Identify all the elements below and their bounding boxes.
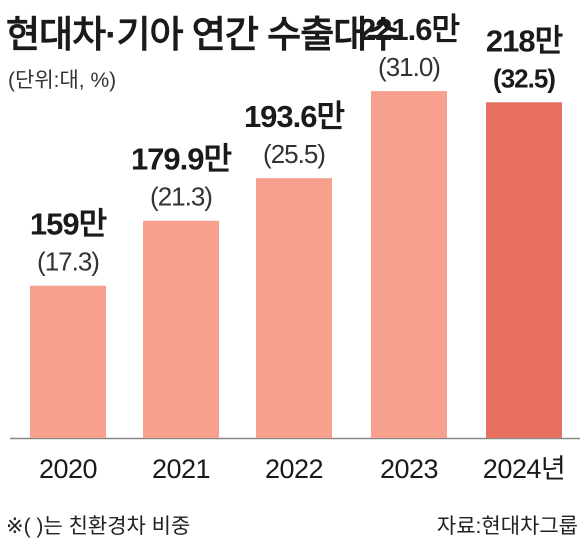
- bar-2020: [30, 285, 106, 438]
- bar-2021: [143, 220, 219, 438]
- eco-share-label-2023: (31.0): [378, 52, 440, 82]
- value-label-2023: 221.6만: [359, 12, 460, 47]
- x-tick-2022: 2022: [265, 454, 323, 484]
- value-label-2024년: 218만: [486, 23, 563, 58]
- value-label-2022: 193.6만: [244, 99, 345, 134]
- value-label-2021: 179.9만: [131, 142, 232, 177]
- eco-share-label-2022: (25.5): [263, 139, 325, 169]
- x-tick-2021: 2021: [152, 454, 210, 484]
- unit-label: (단위:대, %): [8, 69, 117, 92]
- bar-2023: [371, 91, 447, 439]
- bar-chart: 159만 (17.3) 2020 179.9만 (21.3) 2021 193.6만 (25.…: [10, 12, 580, 484]
- value-label-2020: 159만: [30, 207, 107, 242]
- source-label: 자료:현대차그룹: [436, 515, 578, 538]
- x-tick-2024년: 2024년: [483, 454, 565, 484]
- bar-2024년: [486, 102, 562, 439]
- x-tick-2020: 2020: [39, 454, 97, 484]
- eco-share-label-2020: (17.3): [37, 247, 99, 277]
- eco-share-label-2021: (21.3): [150, 182, 212, 212]
- bar-2022: [256, 178, 332, 439]
- footnote: ※( )는 친환경차 비중: [6, 515, 191, 538]
- chart-title: 현대차·기아 연간 수출대수: [6, 14, 400, 55]
- x-tick-2023: 2023: [380, 454, 438, 484]
- eco-share-label-2024년: (32.5): [493, 63, 555, 93]
